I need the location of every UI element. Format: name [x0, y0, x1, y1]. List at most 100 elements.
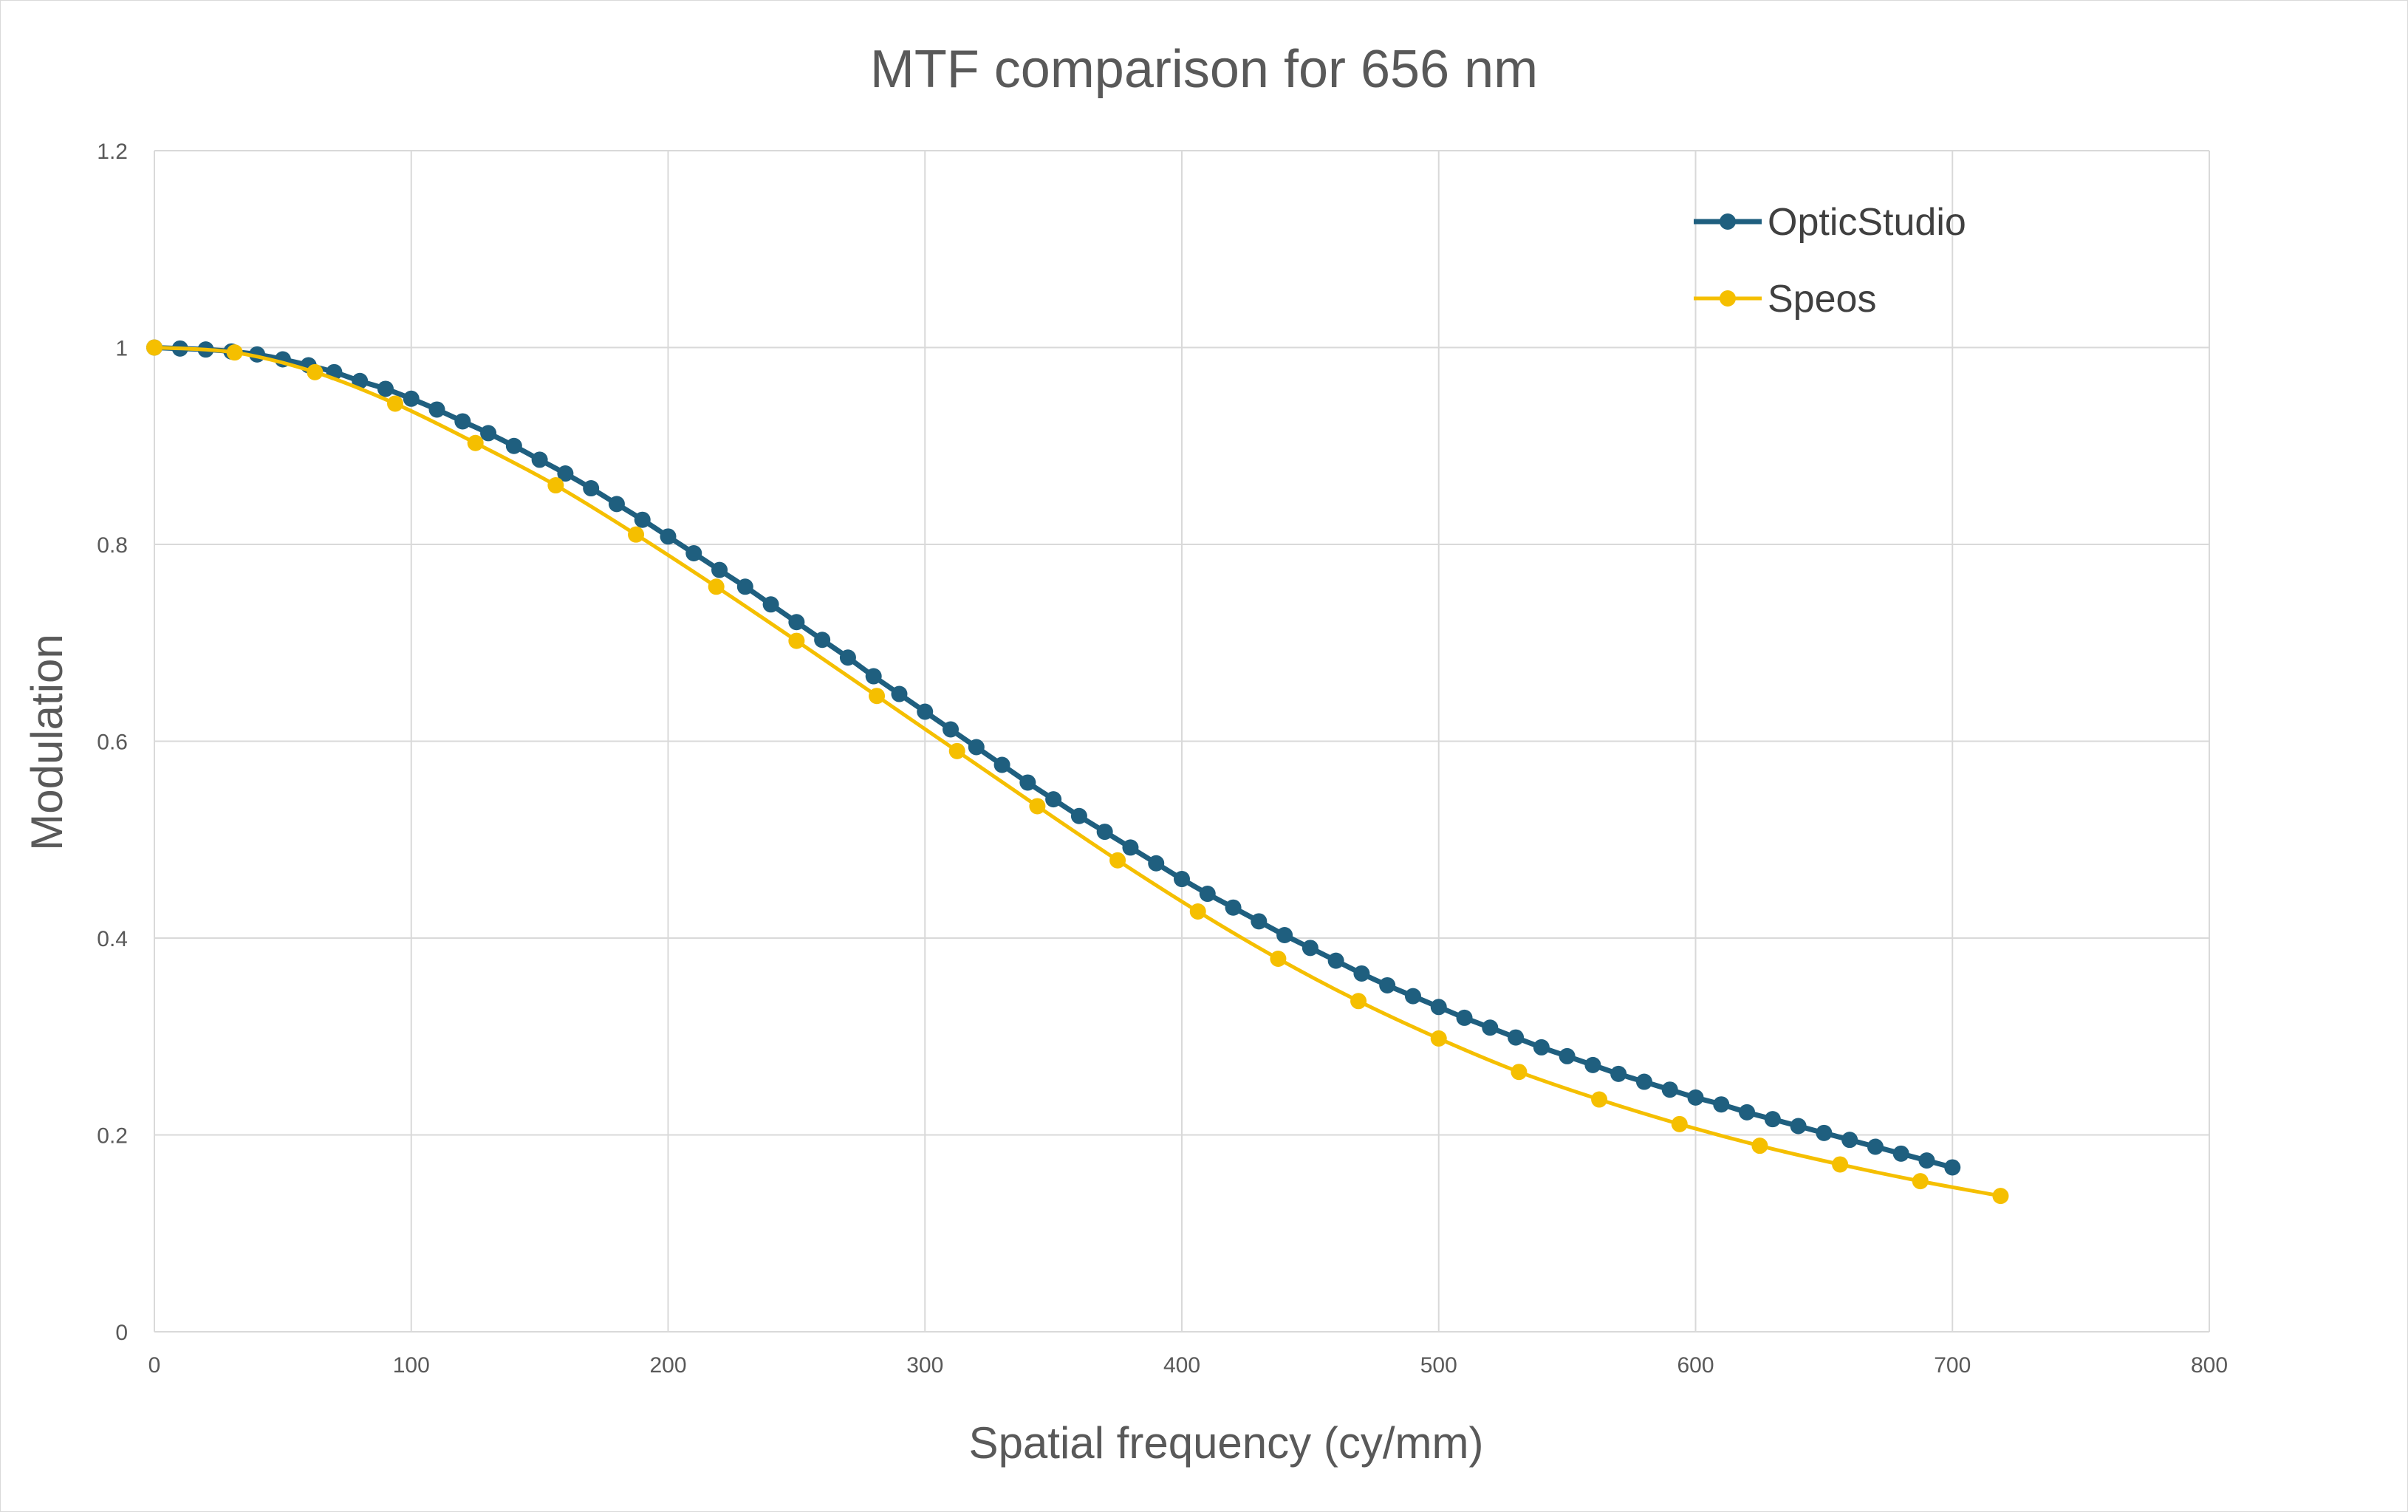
- data-point-opticstudio-21: [685, 544, 702, 561]
- data-point-speos-8: [788, 632, 805, 649]
- x-tick-label-6: 600: [1677, 1353, 1714, 1378]
- x-axis-title: Spatial frequency (cy/mm): [969, 1418, 1484, 1468]
- y-axis-title: Modulation: [22, 634, 72, 851]
- data-point-opticstudio-64: [1790, 1118, 1807, 1135]
- y-tick-label-5: 1: [115, 337, 128, 361]
- y-axis-tick-labels: 0 0.2 0.4 0.6 0.8 1 1.2: [97, 140, 128, 1345]
- data-point-opticstudio-19: [634, 511, 651, 528]
- data-point-opticstudio-9: [377, 380, 394, 397]
- y-tick-label-6: 1.2: [97, 140, 128, 164]
- data-point-opticstudio-54: [1533, 1039, 1550, 1056]
- data-point-speos-6: [628, 526, 645, 543]
- data-point-opticstudio-63: [1764, 1111, 1781, 1128]
- data-point-opticstudio-41: [1199, 886, 1216, 903]
- data-point-opticstudio-29: [891, 685, 908, 702]
- data-point-opticstudio-36: [1070, 807, 1087, 824]
- data-point-opticstudio-70: [1944, 1159, 1961, 1176]
- data-point-speos-15: [1350, 993, 1367, 1010]
- data-point-speos-21: [1832, 1156, 1849, 1173]
- data-point-speos-12: [1109, 852, 1126, 869]
- data-point-opticstudio-45: [1302, 940, 1318, 957]
- legend-swatch-marker-opticstudio: [1720, 213, 1736, 230]
- data-point-opticstudio-50: [1430, 999, 1447, 1016]
- data-point-opticstudio-69: [1918, 1152, 1935, 1169]
- legend: OpticStudio Speos: [1694, 201, 1966, 321]
- data-point-opticstudio-32: [968, 739, 985, 756]
- data-point-opticstudio-28: [865, 668, 882, 685]
- data-point-opticstudio-34: [1019, 774, 1036, 791]
- series-opticstudio: [146, 339, 1961, 1176]
- data-point-opticstudio-49: [1404, 988, 1421, 1005]
- data-point-speos-20: [1751, 1138, 1768, 1154]
- data-point-opticstudio-67: [1867, 1138, 1884, 1155]
- data-point-opticstudio-59: [1661, 1081, 1678, 1098]
- data-point-opticstudio-20: [660, 528, 677, 545]
- y-tick-label-0: 0: [115, 1321, 128, 1345]
- data-point-opticstudio-68: [1892, 1145, 1909, 1162]
- data-point-speos-5: [547, 477, 564, 494]
- data-point-speos-1: [226, 344, 243, 361]
- chart-title: MTF comparison for 656 nm: [870, 40, 1538, 99]
- data-point-speos-17: [1511, 1064, 1528, 1081]
- data-point-opticstudio-26: [814, 632, 831, 649]
- data-point-opticstudio-24: [762, 596, 779, 613]
- data-point-speos-16: [1430, 1030, 1447, 1047]
- data-point-opticstudio-11: [428, 401, 445, 418]
- data-point-opticstudio-17: [583, 480, 600, 497]
- data-point-speos-18: [1591, 1091, 1608, 1108]
- data-point-opticstudio-39: [1148, 855, 1165, 872]
- x-tick-label-8: 800: [2191, 1353, 2228, 1378]
- x-tick-label-7: 700: [1934, 1353, 1971, 1378]
- data-point-speos-4: [467, 434, 484, 451]
- x-axis-tick-labels: 0 100 200 300 400 500 600 700 800: [148, 1353, 2228, 1378]
- data-point-opticstudio-56: [1584, 1056, 1601, 1073]
- data-point-opticstudio-16: [557, 465, 574, 482]
- data-point-opticstudio-25: [788, 614, 805, 631]
- x-tick-label-3: 300: [906, 1353, 943, 1378]
- data-point-opticstudio-58: [1635, 1073, 1652, 1090]
- data-point-opticstudio-12: [454, 413, 471, 430]
- data-point-opticstudio-55: [1559, 1047, 1576, 1064]
- legend-label-speos: Speos: [1768, 278, 1876, 321]
- data-point-speos-19: [1671, 1115, 1688, 1132]
- series-line-opticstudio: [154, 345, 1954, 1170]
- data-point-opticstudio-52: [1482, 1019, 1499, 1036]
- data-point-opticstudio-23: [736, 578, 753, 595]
- data-point-opticstudio-42: [1225, 899, 1242, 916]
- data-point-opticstudio-18: [608, 496, 625, 513]
- legend-item-speos: Speos: [1694, 278, 1876, 321]
- data-point-opticstudio-40: [1174, 871, 1190, 888]
- gridlines: [154, 150, 2210, 1333]
- data-point-opticstudio-48: [1379, 976, 1396, 993]
- data-point-opticstudio-61: [1713, 1096, 1730, 1113]
- data-point-opticstudio-15: [531, 451, 548, 468]
- data-point-speos-7: [708, 578, 725, 595]
- data-point-opticstudio-30: [917, 703, 934, 720]
- data-point-opticstudio-47: [1353, 965, 1370, 982]
- y-tick-label-2: 0.4: [97, 927, 128, 951]
- data-point-speos-10: [948, 742, 965, 759]
- data-point-speos-2: [307, 363, 324, 380]
- x-tick-label-5: 500: [1420, 1353, 1457, 1378]
- data-point-opticstudio-14: [505, 437, 522, 454]
- data-point-opticstudio-31: [943, 721, 960, 738]
- data-point-opticstudio-43: [1251, 913, 1268, 930]
- data-point-speos-14: [1270, 950, 1287, 967]
- data-point-opticstudio-62: [1739, 1104, 1756, 1121]
- y-tick-label-4: 0.8: [97, 533, 128, 558]
- x-tick-label-2: 200: [649, 1353, 686, 1378]
- legend-swatch-marker-speos: [1720, 290, 1736, 307]
- data-point-opticstudio-51: [1456, 1009, 1473, 1026]
- data-point-speos-9: [869, 688, 886, 705]
- data-point-opticstudio-60: [1687, 1089, 1704, 1106]
- data-point-opticstudio-65: [1816, 1124, 1833, 1141]
- data-point-opticstudio-53: [1508, 1029, 1525, 1046]
- data-point-opticstudio-35: [1045, 791, 1062, 808]
- data-point-opticstudio-37: [1096, 824, 1113, 841]
- data-point-opticstudio-10: [403, 390, 420, 407]
- x-tick-label-4: 400: [1163, 1353, 1200, 1378]
- series-line-speos: [154, 346, 2001, 1198]
- y-tick-label-3: 0.6: [97, 731, 128, 755]
